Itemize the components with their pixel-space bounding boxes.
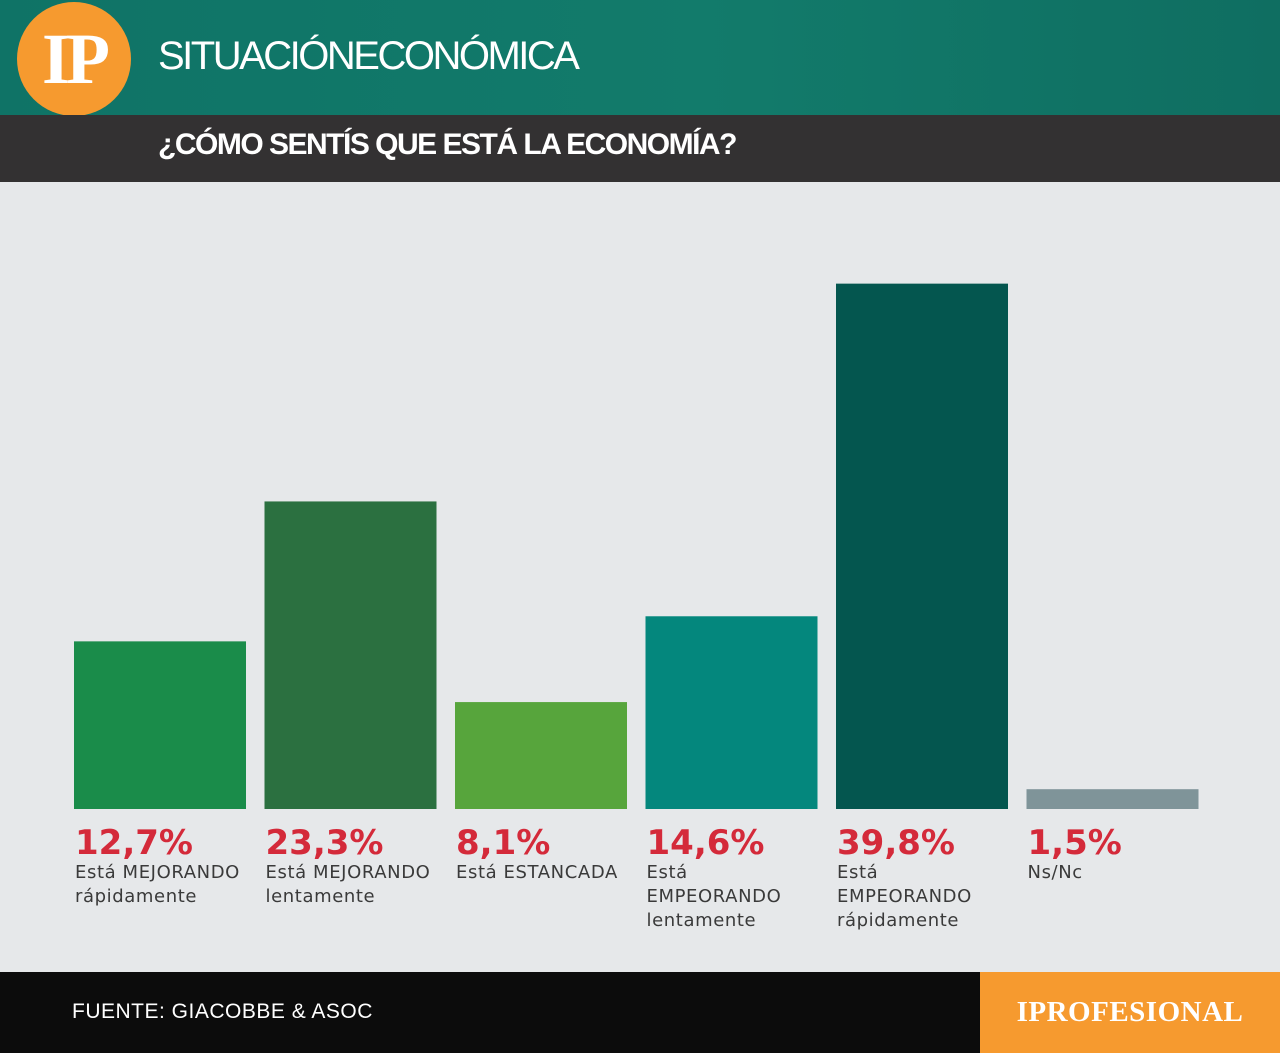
category-label-4-line-0: Está bbox=[837, 862, 878, 883]
header-band bbox=[0, 0, 1280, 115]
question-band bbox=[0, 115, 1280, 182]
footer-band bbox=[0, 972, 980, 1053]
value-label-1: 23,3% bbox=[266, 823, 384, 863]
value-label-2: 8,1% bbox=[456, 823, 550, 863]
bar-1 bbox=[264, 501, 437, 809]
value-label-0: 12,7% bbox=[75, 823, 193, 863]
bar-5 bbox=[1026, 789, 1199, 809]
category-label-4-line-1: EMPEORANDO bbox=[837, 886, 972, 907]
category-label-1-line-1: lentamente bbox=[266, 886, 376, 907]
bar-4 bbox=[836, 283, 1008, 809]
bar-chart: 12,7%Está MEJORANDOrápidamente23,3%Está … bbox=[74, 283, 1199, 931]
category-label-2-line-0: Está ESTANCADA bbox=[456, 862, 618, 883]
category-label-3-line-0: Está bbox=[647, 862, 688, 883]
chart-question: ¿CÓMO SENTÍS QUE ESTÁ LA ECONOMÍA? bbox=[158, 128, 737, 161]
category-label-3-line-2: lentamente bbox=[647, 910, 757, 931]
category-label-1-line-0: Está MEJORANDO bbox=[266, 862, 431, 883]
value-label-5: 1,5% bbox=[1028, 823, 1122, 863]
category-label-4-line-2: rápidamente bbox=[837, 910, 959, 931]
brand-logo: IPROFESIONAL bbox=[1016, 996, 1244, 1028]
bar-2 bbox=[455, 702, 627, 809]
category-label-3-line-1: EMPEORANDO bbox=[647, 886, 782, 907]
ip-logo: IP bbox=[17, 2, 131, 116]
value-label-3: 14,6% bbox=[647, 823, 765, 863]
bar-3 bbox=[645, 616, 818, 809]
value-label-4: 39,8% bbox=[837, 823, 955, 863]
category-label-0-line-1: rápidamente bbox=[75, 886, 197, 907]
brand-box: IPROFESIONAL bbox=[980, 972, 1280, 1053]
category-label-0-line-0: Está MEJORANDO bbox=[75, 862, 240, 883]
category-label-5-line-0: Ns/Nc bbox=[1028, 862, 1083, 883]
bar-0 bbox=[74, 641, 246, 809]
section-title: SITUACIÓNECONÓMICA bbox=[158, 34, 580, 78]
source-note: FUENTE: GIACOBBE & ASOC bbox=[72, 1000, 373, 1023]
